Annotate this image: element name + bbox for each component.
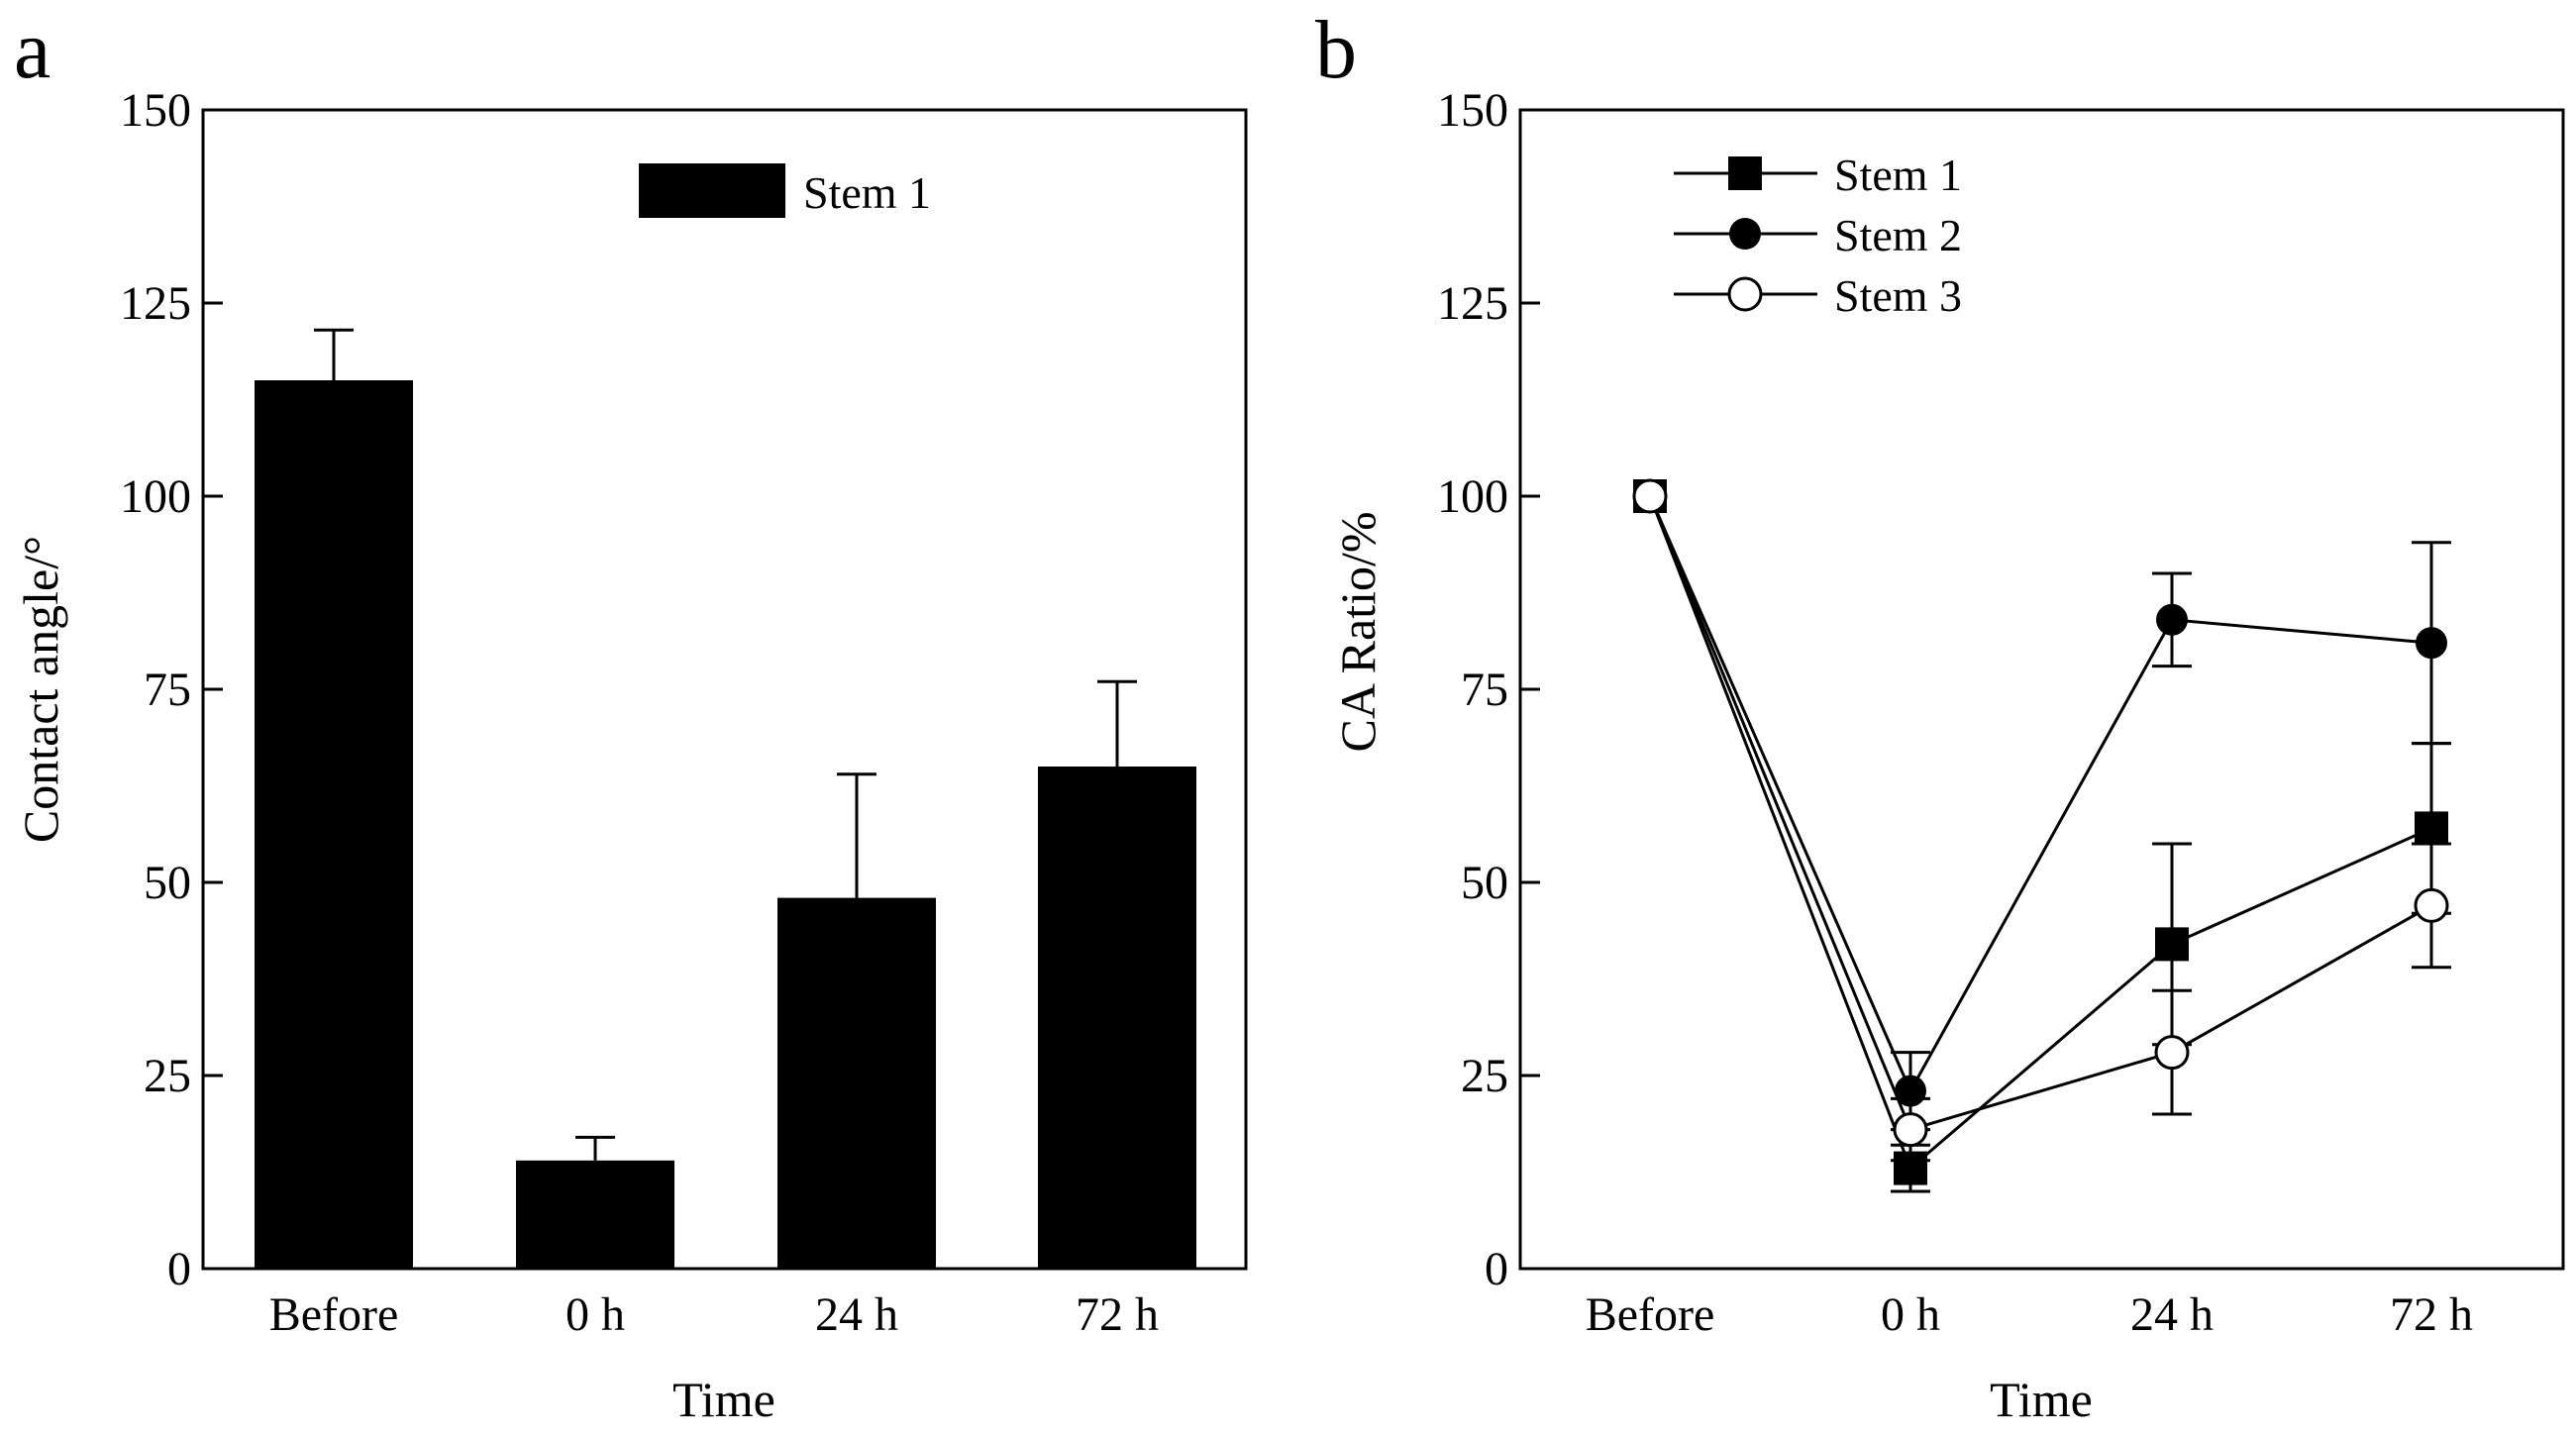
panel-b-legend-label-stem-3: Stem 3 (1834, 270, 1962, 321)
legend-marker-stem-1 (1728, 156, 1762, 190)
panel-b-x-tick-label-before: Before (1586, 1288, 1715, 1341)
panel-a-legend-swatch (639, 163, 785, 218)
panel-b-legend: Stem 1 Stem 2 Stem 3 (1674, 150, 1962, 321)
panel-a-y-axis-title: Contact angle/° (13, 536, 68, 843)
bar-0-h (516, 1160, 674, 1269)
panel-a-y-tick-label: 0 (167, 1243, 191, 1295)
panel-a-y-tick-label: 150 (120, 84, 191, 137)
panel-a-x-tick-label-72-h: 72 h (1076, 1288, 1159, 1341)
data-point-stem-2-24-h (2156, 603, 2188, 636)
data-point-stem-3-before (1632, 478, 1668, 514)
series-line-stem-3 (1648, 495, 2432, 1132)
panel-a-x-tick-label-0-h: 0 h (566, 1288, 625, 1341)
panel-b-y-tick-label: 125 (1437, 277, 1508, 330)
panel-b-y-axis-title: CA Ratio/% (1330, 511, 1386, 752)
panel-b-y-tick-label: 75 (1461, 664, 1508, 716)
panel-a-x-axis-title: Time (672, 1372, 775, 1427)
panel-a-legend: Stem 1 (639, 163, 931, 218)
bar-72-h (1038, 767, 1196, 1269)
panel-a-bar-chart: a 0 25 50 75 100 125 150 Before 0 h 24 h 72 h Tim… (13, 4, 1248, 1427)
panel-a-y-tick-label: 75 (144, 664, 191, 716)
panel-b-y-tick-label: 25 (1461, 1050, 1508, 1102)
panel-b-y-tick-label: 50 (1461, 857, 1508, 909)
panel-a-x-tick-label-before: Before (269, 1288, 399, 1341)
panel-a-x-tick-label-24-h: 24 h (815, 1288, 898, 1341)
data-point-stem-3-72-h (2414, 887, 2449, 923)
legend-marker-stem-2 (1729, 218, 1761, 250)
series-line-stem-1 (1648, 495, 2432, 1172)
panel-b-line-chart: b 0 25 50 75 100 125 150 Before 0 h 24 h 72 h Tim… (1315, 4, 2565, 1427)
panel-a-y-tick-label: 25 (144, 1050, 191, 1102)
panel-a-y-tick-label: 50 (144, 857, 191, 909)
bar-before (255, 380, 413, 1269)
data-point-stem-1-72-h (2415, 811, 2448, 846)
bar-24-h (777, 897, 936, 1269)
panel-b-x-tick-label-72-h: 72 h (2390, 1288, 2473, 1341)
panel-a-label: a (14, 4, 51, 96)
panel-b-legend-label-stem-1: Stem 1 (1834, 150, 1962, 200)
panel-b-label: b (1315, 4, 1357, 96)
data-point-stem-2-72-h (2416, 627, 2447, 660)
data-point-stem-1-0-h (1894, 1151, 1927, 1185)
panel-b-plot-frame (1518, 108, 2565, 1271)
panel-a-y-tick-label: 125 (120, 277, 191, 330)
data-point-stem-3-24-h (2154, 1035, 2190, 1071)
panel-b-y-tick-label: 100 (1437, 470, 1508, 523)
panel-a-legend-label: Stem 1 (803, 167, 931, 218)
panel-a-y-tick-label: 100 (120, 470, 191, 523)
series-line-stem-2 (1648, 495, 2432, 1094)
panel-b-y-tick-label: 0 (1485, 1243, 1508, 1295)
panel-b-x-tick-label-24-h: 24 h (2130, 1288, 2214, 1341)
data-point-stem-1-24-h (2155, 927, 2189, 962)
data-point-stem-2-0-h (1895, 1075, 1926, 1107)
panel-b-x-tick-label-0-h: 0 h (1881, 1288, 1940, 1341)
panel-b-y-tick-label: 150 (1437, 84, 1508, 137)
legend-marker-stem-3 (1727, 276, 1763, 312)
panel-b-legend-label-stem-2: Stem 2 (1834, 210, 1962, 260)
data-point-stem-3-0-h (1893, 1112, 1928, 1148)
panel-b-x-axis-title: Time (1990, 1372, 2093, 1427)
